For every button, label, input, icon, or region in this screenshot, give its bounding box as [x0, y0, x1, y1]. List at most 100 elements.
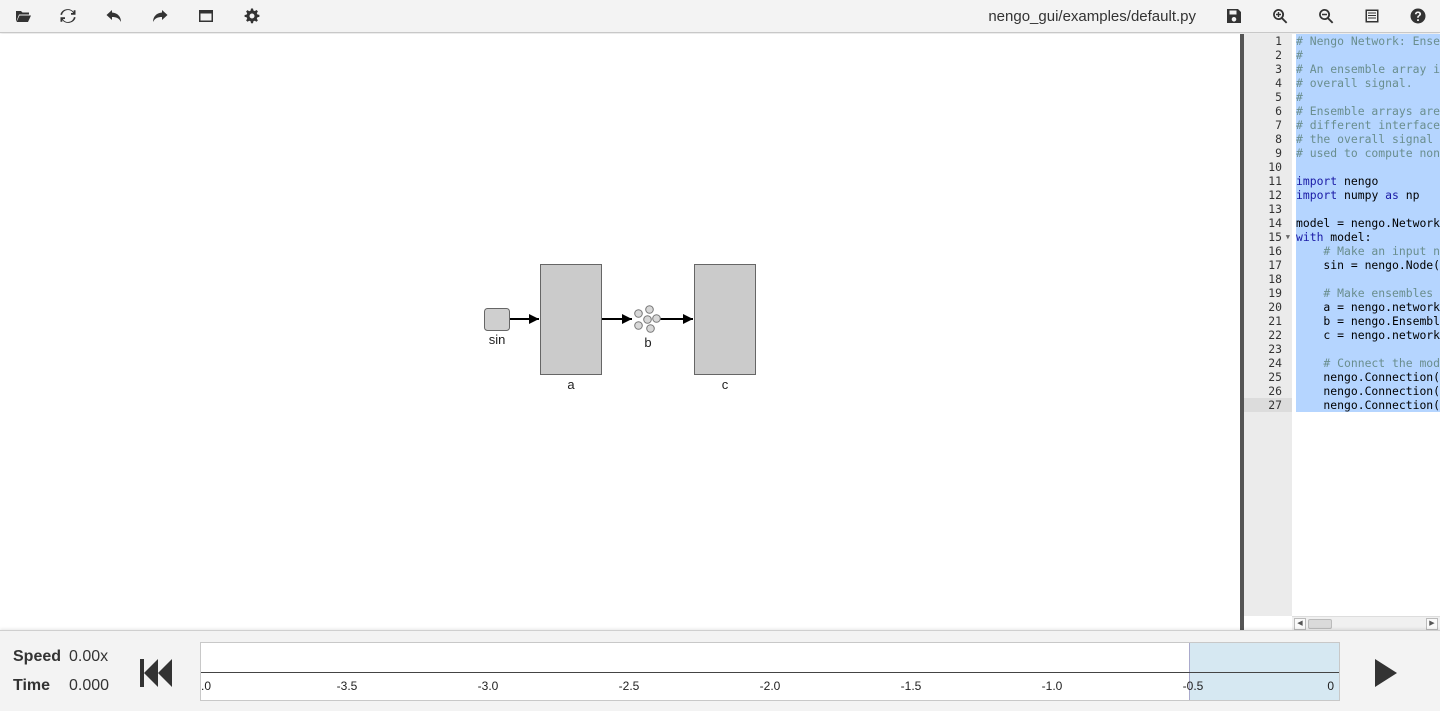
- settings-icon: [244, 8, 260, 24]
- redo-icon: [153, 10, 168, 22]
- code-line: # overall signal.: [1296, 76, 1440, 90]
- toggle-editor-button[interactable]: [1357, 3, 1387, 29]
- save-button[interactable]: [1219, 3, 1249, 29]
- code-line: [1296, 202, 1440, 216]
- zoom-in-button[interactable]: [1265, 3, 1295, 29]
- open-file-icon: [16, 11, 31, 22]
- code-editor[interactable]: 1 2 3 4 5 6 7 8 9 10 11 12 13 14 15 ▼ 16 17 18 19 20 21 22 23 24…: [1240, 34, 1440, 630]
- line-number: 18: [1268, 272, 1282, 286]
- code-line: # Ensemble arrays are: [1296, 104, 1440, 118]
- code-line: # Connect the mod: [1296, 356, 1440, 370]
- reset-simulation-button[interactable]: [138, 657, 174, 689]
- minimap-icon: [199, 10, 213, 22]
- line-number: 4: [1275, 76, 1282, 90]
- toggle-editor-icon: [1365, 9, 1379, 23]
- line-number: 14: [1268, 216, 1282, 230]
- line-number: 10: [1268, 160, 1282, 174]
- time-slider[interactable]: .0 -3.5 -3.0 -2.5 -2.0 -1.5 -1.0 -0.5 0: [200, 642, 1340, 701]
- line-number: 19: [1268, 286, 1282, 300]
- line-number: 8: [1275, 132, 1282, 146]
- time-window-handle[interactable]: [1189, 643, 1339, 700]
- node-label-c: c: [721, 377, 729, 392]
- zoom-in-icon: [1273, 9, 1288, 24]
- node-label-b: b: [644, 335, 652, 350]
- code-line: model = nengo.Network: [1296, 216, 1440, 230]
- line-number: 12: [1268, 188, 1282, 202]
- settings-button[interactable]: [237, 3, 267, 29]
- play-icon: [1375, 659, 1397, 687]
- horizontal-scrollbar[interactable]: ◀ ▶: [1292, 616, 1440, 630]
- ensemble-b[interactable]: [634, 305, 661, 333]
- time-axis: [201, 672, 1339, 673]
- line-number: 2: [1275, 48, 1282, 62]
- code-line: c = nengo.network: [1296, 328, 1440, 342]
- scroll-left-icon[interactable]: ◀: [1294, 618, 1306, 630]
- time-tick-label: -1.0: [1041, 679, 1063, 693]
- undo-icon: [106, 10, 121, 22]
- time-tick-label: -3.0: [477, 679, 499, 693]
- code-line: #: [1296, 48, 1440, 62]
- line-number: 9: [1275, 146, 1282, 160]
- code-line: # Make an input n: [1296, 244, 1440, 258]
- line-number: 23: [1268, 342, 1282, 356]
- code-line: [1296, 160, 1440, 174]
- minimap-button[interactable]: [191, 3, 221, 29]
- code-line: # used to compute non: [1296, 146, 1440, 160]
- line-number: 22: [1268, 328, 1282, 342]
- time-tick-label: -3.5: [336, 679, 358, 693]
- line-number: 6: [1275, 104, 1282, 118]
- code-line: import nengo: [1296, 174, 1440, 188]
- code-line: [1296, 342, 1440, 356]
- line-number: 13: [1268, 202, 1282, 216]
- undo-button[interactable]: [99, 3, 129, 29]
- line-number: 15 ▼: [1268, 230, 1290, 244]
- line-number: 20: [1268, 300, 1282, 314]
- open-file-button[interactable]: [8, 3, 38, 29]
- network-graph: [484, 264, 756, 375]
- zoom-out-button[interactable]: [1311, 3, 1341, 29]
- time-tick-label: .0: [201, 679, 212, 693]
- code-text[interactable]: # Nengo Network: Ense # # An ensemble arra…: [1296, 34, 1440, 616]
- line-number-gutter: 1 2 3 4 5 6 7 8 9 10 11 12 13 14 15 ▼ 16 17 18 19 20 21 22 23 24…: [1244, 34, 1292, 616]
- code-line: nengo.Connection(: [1296, 370, 1440, 384]
- line-number: 17: [1268, 258, 1282, 272]
- line-number: 5: [1275, 90, 1282, 104]
- ensemble-array-a[interactable]: [540, 264, 602, 375]
- zoom-out-icon: [1319, 9, 1334, 24]
- code-line: with model:: [1296, 230, 1440, 244]
- line-number: 7: [1275, 118, 1282, 132]
- ensemble-array-c[interactable]: [694, 264, 756, 375]
- line-number: 25: [1268, 370, 1282, 384]
- network-canvas[interactable]: sin a b c: [0, 34, 1240, 630]
- line-number: 3: [1275, 62, 1282, 76]
- save-icon: [1227, 9, 1241, 23]
- line-number: 21: [1268, 314, 1282, 328]
- filename: nengo_gui/examples/default.py: [988, 8, 1196, 25]
- time-tick-label: -0.5: [1182, 679, 1204, 693]
- reset-button[interactable]: [53, 3, 83, 29]
- sim-control: Speed 0.00x Time 0.000 .0 -3.5 -3.0 -2.5 -2.…: [0, 630, 1440, 711]
- code-line: nengo.Connection(: [1296, 398, 1440, 412]
- scrollbar-thumb[interactable]: [1308, 619, 1332, 629]
- help-button[interactable]: [1403, 3, 1433, 29]
- time-tick-label: 0: [1327, 679, 1334, 693]
- line-number: 27: [1244, 398, 1292, 412]
- code-line: b = nengo.Ensembl: [1296, 314, 1440, 328]
- help-icon: [1410, 8, 1426, 24]
- node-label-sin: sin: [488, 332, 506, 347]
- redo-button[interactable]: [145, 3, 175, 29]
- code-line: # An ensemble array i: [1296, 62, 1440, 76]
- node-sin[interactable]: [484, 308, 510, 331]
- fold-toggle-icon[interactable]: ▼: [1285, 233, 1290, 241]
- code-line: # the overall signal: [1296, 132, 1440, 146]
- time-label: Time: [13, 677, 51, 694]
- code-line: # different interface: [1296, 118, 1440, 132]
- code-line: # Make ensembles: [1296, 286, 1440, 300]
- play-button[interactable]: [1372, 657, 1400, 689]
- scroll-right-icon[interactable]: ▶: [1426, 618, 1438, 630]
- code-line: nengo.Connection(: [1296, 384, 1440, 398]
- code-line: # Nengo Network: Ense: [1296, 34, 1440, 48]
- speed-label: Speed: [13, 648, 62, 665]
- code-line: #: [1296, 90, 1440, 104]
- speed-value: 0.00x: [69, 648, 109, 665]
